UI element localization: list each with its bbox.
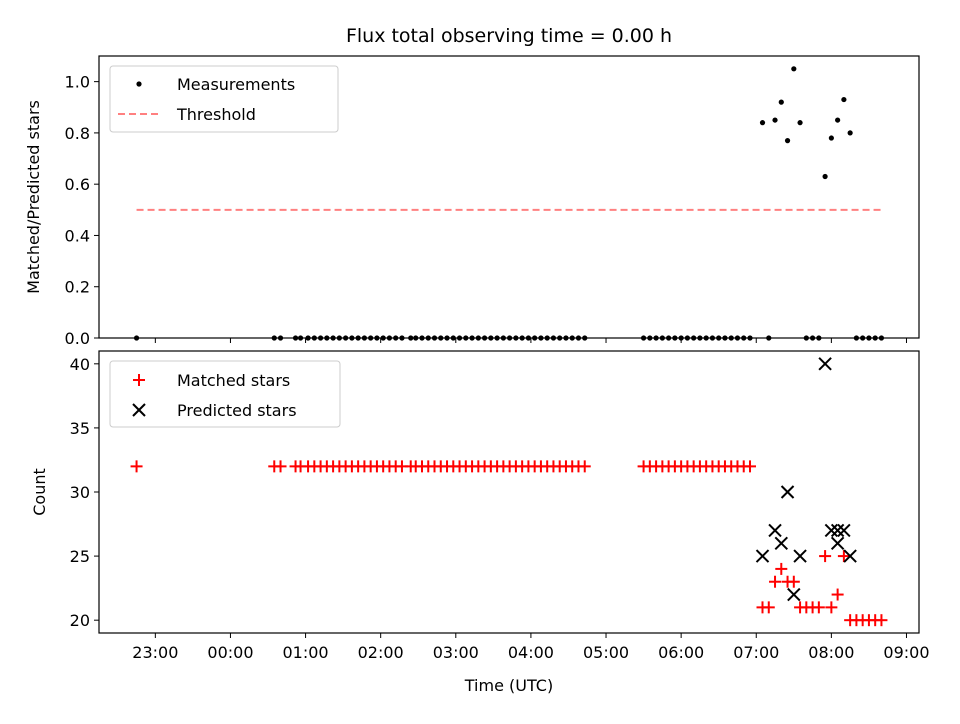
y-tick-label: 30 <box>70 483 90 502</box>
legend-predicted-marker <box>132 403 146 417</box>
predicted-x-b <box>824 523 839 538</box>
measurement-point <box>791 66 797 72</box>
legend-matched-label: Matched stars <box>177 371 290 390</box>
y-tick-label: 40 <box>70 355 90 374</box>
predicted-star-point <box>793 549 807 563</box>
predicted-star-point <box>780 485 795 499</box>
predicted-x-b <box>830 536 845 550</box>
x-tick-label: 00:00 <box>207 643 253 662</box>
predicted-star-point <box>824 523 839 538</box>
top-y-ticks: 0.0 0.2 0.4 0.6 0.8 1.0 <box>65 73 99 348</box>
measurement-point <box>784 138 791 144</box>
predicted-star-point <box>843 549 857 563</box>
measurement-point <box>772 117 778 123</box>
top-chart-title: Flux total observing time = 0.00 h <box>346 25 672 47</box>
predicted-star-point <box>768 523 782 538</box>
measurement-point <box>759 120 766 126</box>
measurement-point <box>841 96 847 103</box>
matched-star-point <box>130 460 143 473</box>
y-tick-label: 35 <box>70 419 90 438</box>
y-tick-label: 25 <box>70 547 90 566</box>
y-tick-label: 0.2 <box>65 278 90 297</box>
predicted-x-b <box>818 357 832 371</box>
bottom-y-ticks: 20 25 30 35 40 <box>70 355 99 630</box>
matched-star-point <box>819 550 832 563</box>
predicted-star-point <box>837 523 851 538</box>
bottom-x-axis-label: Time (UTC) <box>464 676 553 695</box>
predicted-x-b <box>755 549 770 563</box>
measurement-point <box>847 130 853 136</box>
predicted-x-b <box>768 523 782 538</box>
bottom-plot-frame <box>98 350 920 634</box>
legend-threshold-label: Threshold <box>176 105 256 124</box>
predicted-star-point <box>755 549 770 563</box>
measurement-point <box>822 173 828 180</box>
predicted-x-b <box>843 549 857 563</box>
predicted-x-b <box>837 523 851 538</box>
predicted-x-b <box>793 549 807 563</box>
legend-predicted-label: Predicted stars <box>177 401 297 420</box>
predicted-x-b <box>787 587 801 602</box>
x-tick-label: 07:00 <box>733 643 779 662</box>
top-legend-box <box>109 65 339 133</box>
predicted-star-point <box>818 357 832 371</box>
x-tick-label: 02:00 <box>358 643 404 662</box>
matched-star-point <box>825 601 838 614</box>
y-tick-label: 1.0 <box>65 73 90 92</box>
bottom-y-axis-label: Count <box>30 468 49 516</box>
legend-matched-marker <box>133 374 145 386</box>
x-tick-label: 23:00 <box>132 643 178 662</box>
x-tick-label: 04:00 <box>508 643 554 662</box>
y-tick-label: 20 <box>70 611 90 630</box>
x-tick-label: 05:00 <box>583 643 629 662</box>
x-tick-label: 06:00 <box>658 643 704 662</box>
matched-star-point <box>775 562 788 575</box>
measurement-point <box>778 99 784 105</box>
measurements-layer <box>133 66 885 341</box>
predicted-star-point <box>830 536 845 550</box>
matched-star-point <box>875 614 888 627</box>
predicted-x-b <box>830 523 845 538</box>
predicted-star-point <box>787 587 801 602</box>
matched-star-point <box>578 460 591 473</box>
legend-measurements-marker <box>136 81 142 87</box>
measurement-point <box>828 135 834 141</box>
x-tick-label: 09:00 <box>883 643 929 662</box>
x-tick-label: 08:00 <box>808 643 854 662</box>
bottom-panel: 20 25 30 35 40 23:00 00:00 01:00 02:00 03:00 04:0… <box>30 350 930 695</box>
bottom-x-ticks: 23:00 00:00 01:00 02:00 03:00 04:00 05:00 06:00… <box>132 633 930 662</box>
predicted-x-b <box>780 485 795 499</box>
bottom-legend-box <box>109 360 341 428</box>
matched-star-point <box>274 460 287 473</box>
top-x-ticks <box>154 338 907 343</box>
y-tick-label: 0.0 <box>65 329 90 348</box>
matched-star-point <box>762 601 775 614</box>
bottom-legend: Matched stars Predicted stars <box>109 360 341 428</box>
y-tick-label: 0.8 <box>65 124 90 143</box>
matched-star-point <box>769 575 782 588</box>
measurement-point <box>835 117 841 123</box>
matched-star-point <box>837 550 850 563</box>
predicted-x-b <box>774 536 788 550</box>
measurement-point <box>797 120 803 126</box>
top-y-axis-label: Matched/Predicted stars <box>24 100 43 294</box>
matched-star-point <box>831 588 844 601</box>
matched-star-point <box>787 575 800 588</box>
y-tick-label: 0.4 <box>65 226 90 245</box>
matched-star-point <box>743 460 756 473</box>
x-tick-label: 03:00 <box>433 643 479 662</box>
matched-star-point <box>812 601 825 614</box>
counts-layer <box>130 357 888 627</box>
x-tick-label: 01:00 <box>283 643 329 662</box>
top-plot-frame <box>98 55 920 339</box>
top-legend: Measurements Threshold <box>109 65 339 133</box>
predicted-star-point <box>774 536 788 550</box>
predicted-star-point <box>830 523 845 538</box>
top-panel: 0.0 0.2 0.4 0.6 0.8 1.0 Matched/Predicted sta… <box>24 55 920 348</box>
legend-measurements-label: Measurements <box>177 75 295 94</box>
y-tick-label: 0.6 <box>65 175 90 194</box>
